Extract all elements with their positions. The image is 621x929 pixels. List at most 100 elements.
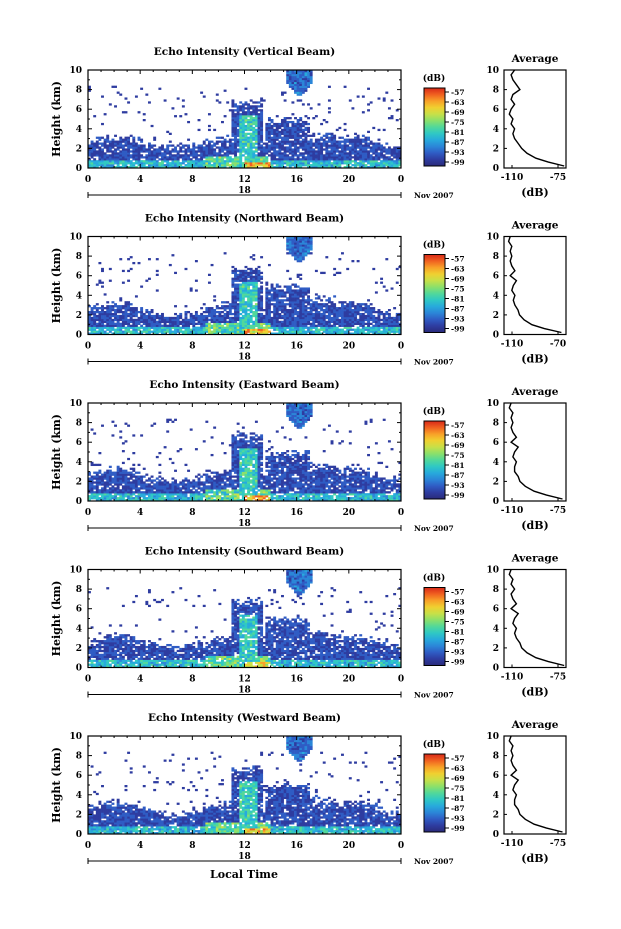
heatmap-cell (254, 267, 258, 271)
heatmap-cell (176, 318, 180, 322)
heatmap-cell (221, 158, 224, 161)
heatmap-cell (223, 301, 227, 304)
heatmap-cell (320, 307, 324, 310)
heatmap-cell (95, 283, 99, 286)
heatmap-cell (356, 330, 360, 333)
heatmap-cell (354, 150, 357, 153)
heatmap-cell (278, 307, 282, 310)
heatmap-cell (134, 318, 138, 322)
heatmap-cell (234, 130, 237, 134)
heatmap-cell (218, 154, 222, 157)
heatmap-cell (348, 146, 352, 149)
heatmap-cell (299, 303, 303, 306)
heatmap-cell (88, 148, 91, 151)
heatmap-cell (116, 156, 120, 159)
heatmap-cell (197, 491, 201, 494)
heatmap-cell (294, 128, 297, 132)
heatmap-cell (215, 485, 219, 488)
heatmap-cell (341, 305, 344, 308)
heatmap-cell (129, 146, 133, 149)
heatmap-cell (108, 305, 112, 308)
heatmap-cell (301, 138, 305, 141)
heatmap-cell (127, 154, 131, 157)
heatmap-cell (207, 477, 211, 480)
heatmap-cell (194, 154, 198, 157)
heatmap-cell (312, 326, 316, 329)
heatmap-cell (294, 79, 297, 83)
colorbar-tick-label: -57 (451, 88, 465, 97)
heatmap-cell (367, 166, 370, 169)
heatmap-cell (265, 158, 269, 161)
heatmap-cell (236, 324, 240, 327)
heatmap-cell (116, 146, 120, 149)
heatmap-cell (260, 295, 264, 298)
heatmap-cell (124, 148, 128, 151)
heatmap-cell (304, 142, 308, 145)
heatmap-cell (283, 162, 287, 165)
heatmap-cell (359, 146, 363, 149)
heatmap-cell (205, 309, 209, 312)
heatmap-cell (291, 291, 295, 294)
heatmap-cell (202, 332, 206, 335)
heatmap-cell (239, 107, 243, 110)
heatmap-cell (312, 160, 316, 163)
heatmap-cell (380, 277, 384, 280)
heatmap-cell (98, 330, 102, 333)
heatmap-cell (150, 489, 154, 492)
heatmap-cell (228, 332, 232, 335)
heatmap-cell (205, 495, 209, 498)
heatmap-cell (343, 305, 347, 308)
heatmap-cell (283, 142, 287, 145)
heatmap-cell (247, 324, 251, 327)
heatmap-cell (161, 318, 164, 322)
heatmap-cell (346, 307, 350, 310)
heatmap-cell (205, 322, 209, 325)
heatmap-cell (270, 154, 274, 157)
heatmap-cell (249, 271, 253, 275)
heatmap-cell (265, 301, 269, 304)
heatmap-cell (390, 152, 394, 155)
heatmap-cell (93, 152, 97, 155)
heatmap-cell (374, 332, 378, 335)
heatmap-cell (377, 316, 381, 320)
heatmap-cell (223, 309, 227, 312)
heatmap-cell (393, 160, 397, 163)
heatmap-cell (267, 124, 271, 128)
heatmap-cell (192, 144, 196, 147)
heatmap-cell (239, 126, 243, 130)
heatmap-cell (108, 322, 112, 325)
heatmap-cell (200, 148, 204, 151)
heatmap-cell (236, 316, 240, 320)
heatmap-cell (145, 148, 149, 151)
heatmap-cell (114, 332, 117, 335)
heatmap-cell (367, 109, 370, 112)
heatmap-cell (166, 324, 170, 327)
heatmap-cell (124, 485, 128, 488)
heatmap-cell (114, 140, 117, 143)
heatmap-cell (101, 481, 104, 484)
heatmap-cell (244, 103, 248, 106)
heatmap-cell (95, 477, 99, 480)
heatmap-cell (273, 156, 277, 159)
heatmap-cell (374, 324, 378, 327)
heatmap-cell (189, 428, 193, 431)
heatmap-cell (106, 160, 110, 163)
heatmap-cell (346, 314, 350, 318)
heatmap-cell (296, 332, 300, 335)
heatmap-cell (265, 289, 269, 292)
heatmap-cell (301, 77, 305, 81)
heatmap-cell (98, 452, 102, 455)
heatmap-cell (200, 156, 204, 159)
heatmap-cell (181, 318, 185, 322)
heatmap-cell (106, 316, 110, 320)
heatmap-cell (367, 316, 370, 320)
heatmap-cell (234, 309, 237, 312)
heatmap-cell (90, 487, 94, 490)
heatmap-cell (98, 493, 102, 496)
heatmap-cell (98, 499, 102, 502)
heatmap-cell (215, 314, 219, 318)
heatmap-cell (197, 314, 201, 318)
heatmap-cell (254, 312, 258, 316)
heatmap-cell (239, 316, 243, 320)
heatmap-cell (304, 293, 308, 296)
